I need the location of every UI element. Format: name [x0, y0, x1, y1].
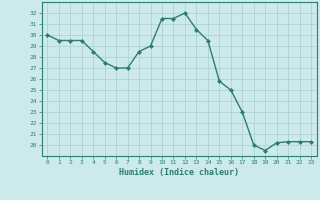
X-axis label: Humidex (Indice chaleur): Humidex (Indice chaleur): [119, 168, 239, 177]
